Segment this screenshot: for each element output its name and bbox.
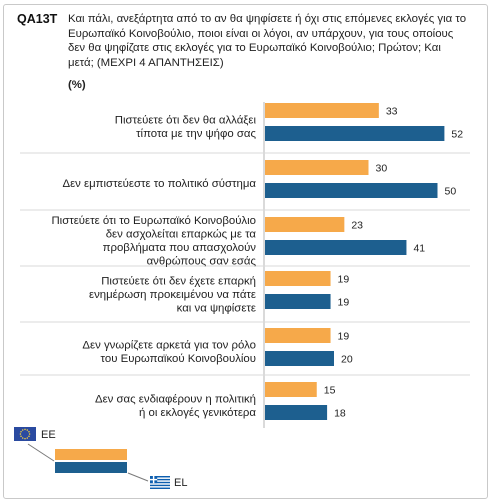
category-label: του Ευρωπαϊκού Κοινοβουλίου [101, 353, 256, 365]
data-label-el: 41 [413, 243, 425, 255]
category-label: Πιστεύετε ότι το Ευρωπαϊκό Κοινοβούλιο [51, 215, 256, 227]
eu-star [21, 437, 24, 439]
eu-flag-icon [14, 427, 36, 441]
category-label: Δεν γνωρίζετε αρκετά για τον ρόλο [82, 339, 256, 351]
legend-swatch-el [55, 462, 127, 473]
category-label: ή οι εκλογές γενικότερα [139, 407, 256, 419]
bar-ee [265, 217, 345, 232]
eu-star [21, 429, 24, 431]
category-label: προβλήματα που απασχολούν [103, 242, 257, 254]
question-text: Και πάλι, ανεξάρτητα από το αν θα ψηφίσε… [68, 13, 467, 69]
eu-star [26, 437, 29, 439]
eu-star [28, 430, 30, 433]
category-label: και να ψηφίσετε [177, 303, 256, 315]
legend-line-el [127, 472, 149, 482]
bar-el [265, 351, 334, 366]
category-label: ανθρώπους σαν εσάς [147, 255, 257, 267]
data-label-ee: 33 [386, 106, 398, 118]
eu-star [28, 433, 31, 435]
legend-label-el: EL [174, 477, 187, 489]
category-label: Δεν σας ενδιαφέρουν η πολιτική [95, 393, 256, 405]
bar-el [265, 405, 328, 420]
category-label: Πιστεύετε ότι δεν έχετε επαρκή [101, 276, 256, 288]
data-label-ee: 23 [351, 220, 363, 232]
chart-frame [3, 4, 488, 499]
data-label-ee: 19 [338, 331, 350, 343]
eu-star [20, 435, 22, 438]
category-label: Δεν εμπιστεύεστε το πολιτικό σύστημα [62, 178, 256, 190]
data-label-el: 18 [334, 408, 346, 420]
data-label-el: 50 [445, 186, 457, 198]
legend-swatch-ee [55, 449, 127, 460]
unit-label: (%) [68, 79, 86, 91]
bar-el [265, 126, 445, 141]
eu-star [20, 430, 22, 433]
bars-layer: Πιστεύετε ότι δεν θα αλλάξει τίποτα με τη… [20, 103, 470, 420]
eu-star [24, 437, 26, 440]
bar-ee [265, 382, 317, 397]
bar-ee [265, 271, 331, 286]
data-label-el: 20 [341, 354, 353, 366]
data-label-ee: 19 [338, 274, 350, 286]
eu-star [19, 433, 22, 435]
legend-line-ee [27, 443, 55, 462]
eu-star [28, 435, 30, 438]
bar-el [265, 294, 331, 309]
eu-star [24, 428, 26, 431]
greek-flag-icon [150, 476, 170, 489]
category-label: τίποτα με την ψήφο σας [136, 128, 256, 140]
bar-ee [265, 328, 331, 343]
bar-el [265, 183, 438, 198]
legend-label-ee: EE [41, 429, 56, 441]
data-label-ee: 15 [324, 385, 336, 397]
bar-ee [265, 160, 369, 175]
data-label-el: 19 [338, 297, 350, 309]
eu-star [26, 429, 29, 431]
legend: EE EL [14, 427, 187, 489]
bar-el [265, 240, 407, 255]
category-label: Πιστεύετε ότι δεν θα αλλάξει [115, 114, 257, 126]
data-label-el: 52 [451, 129, 463, 141]
bar-ee [265, 103, 379, 118]
category-label: δεν ασχολείται επαρκώς με τα [106, 228, 257, 240]
data-label-ee: 30 [376, 163, 388, 175]
question-code: QA13T [17, 12, 58, 26]
category-label: ενημέρωση προκειμένου να πάτε [89, 289, 256, 301]
